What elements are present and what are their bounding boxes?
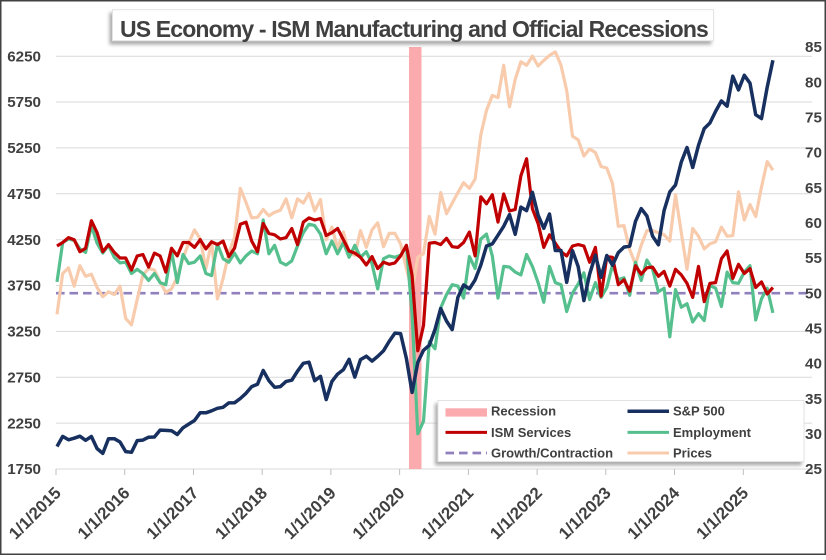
svg-text:40: 40 — [805, 356, 822, 373]
svg-text:Recession: Recession — [491, 404, 556, 419]
svg-text:Employment: Employment — [673, 425, 752, 440]
svg-text:70: 70 — [805, 145, 822, 162]
svg-text:5750: 5750 — [7, 94, 41, 111]
svg-text:30: 30 — [805, 426, 822, 443]
svg-text:50: 50 — [805, 285, 822, 302]
svg-text:6250: 6250 — [7, 48, 41, 65]
svg-text:Growth/Contraction: Growth/Contraction — [491, 446, 613, 461]
svg-text:35: 35 — [805, 391, 822, 408]
svg-text:ISM Services: ISM Services — [491, 425, 571, 440]
svg-text:1750: 1750 — [7, 461, 41, 478]
svg-text:US Economy - ISM Manufacturing: US Economy - ISM Manufacturing and Offic… — [120, 16, 708, 42]
svg-text:3750: 3750 — [7, 278, 41, 295]
svg-text:25: 25 — [805, 461, 822, 478]
svg-text:2750: 2750 — [7, 370, 41, 387]
svg-text:S&P 500: S&P 500 — [673, 404, 725, 419]
svg-text:5250: 5250 — [7, 140, 41, 157]
svg-text:75: 75 — [805, 110, 822, 127]
svg-text:4250: 4250 — [7, 232, 41, 249]
svg-text:55: 55 — [805, 250, 822, 267]
svg-text:Prices: Prices — [673, 446, 712, 461]
svg-text:60: 60 — [805, 215, 822, 232]
svg-text:85: 85 — [805, 39, 822, 56]
svg-text:3250: 3250 — [7, 324, 41, 341]
svg-text:65: 65 — [805, 180, 822, 197]
svg-text:80: 80 — [805, 74, 822, 91]
svg-text:4750: 4750 — [7, 186, 41, 203]
svg-text:45: 45 — [805, 321, 822, 338]
svg-text:2250: 2250 — [7, 415, 41, 432]
